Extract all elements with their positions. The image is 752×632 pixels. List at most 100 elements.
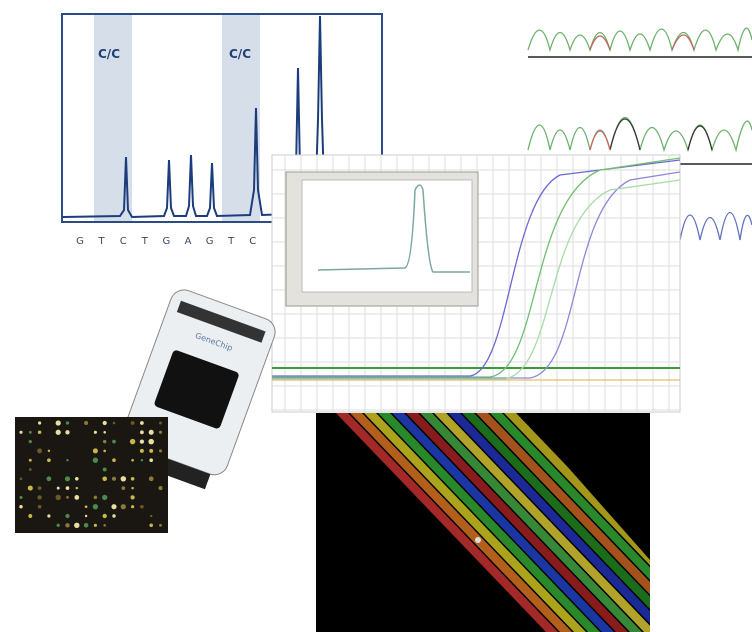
spot xyxy=(65,476,70,481)
spot xyxy=(75,477,79,481)
bright-spot xyxy=(475,537,481,543)
spot xyxy=(113,422,116,425)
spot xyxy=(56,430,61,435)
spot xyxy=(85,505,88,508)
spot xyxy=(93,448,98,453)
spot xyxy=(56,420,61,425)
spot xyxy=(19,505,22,508)
spot xyxy=(29,459,32,462)
spot xyxy=(103,450,106,453)
spot xyxy=(55,495,60,500)
spot xyxy=(149,524,153,528)
genotype-label: C/C xyxy=(98,47,120,61)
spot xyxy=(159,431,162,434)
spot xyxy=(94,524,97,527)
spot xyxy=(85,515,87,517)
spot xyxy=(103,421,107,425)
spot xyxy=(112,477,116,481)
spot xyxy=(103,431,106,434)
base-label: G xyxy=(206,236,214,247)
spot xyxy=(158,486,162,490)
spot xyxy=(84,523,89,528)
spot xyxy=(121,486,125,490)
spot xyxy=(121,476,126,481)
spot xyxy=(38,505,42,509)
spot xyxy=(29,431,32,434)
spot xyxy=(29,468,32,471)
spot xyxy=(66,459,68,461)
spot xyxy=(28,486,33,491)
spot xyxy=(140,430,144,434)
spot xyxy=(131,477,135,481)
collage: C/C C/C GTCTGAGTC GeneChip xyxy=(0,0,752,632)
spot xyxy=(103,524,106,527)
spot xyxy=(93,504,98,509)
spot xyxy=(65,430,69,434)
spot xyxy=(131,505,134,508)
spot xyxy=(112,440,116,444)
spot xyxy=(131,421,135,425)
spot xyxy=(159,449,162,452)
spot xyxy=(149,458,153,462)
spot xyxy=(38,431,42,435)
inset-plot xyxy=(302,180,472,292)
spot xyxy=(103,440,106,443)
spot xyxy=(159,422,162,425)
base-label: G xyxy=(163,236,171,247)
spot xyxy=(131,487,134,490)
amplification-plot xyxy=(272,155,680,412)
spot xyxy=(29,440,32,443)
spot xyxy=(38,486,42,490)
spot xyxy=(149,476,154,481)
spot xyxy=(112,458,116,462)
spot xyxy=(103,468,107,472)
spot xyxy=(74,495,79,500)
spot xyxy=(84,421,88,425)
spot xyxy=(66,496,69,499)
base-label: T xyxy=(227,236,235,247)
base-label: A xyxy=(185,236,192,247)
spot xyxy=(141,459,143,461)
spot xyxy=(19,431,22,434)
spot xyxy=(140,421,144,425)
base-label: T xyxy=(141,236,149,247)
spot xyxy=(19,496,22,499)
spot xyxy=(57,524,60,527)
spot xyxy=(66,421,69,424)
spot xyxy=(131,459,134,462)
spot xyxy=(102,477,107,482)
spot xyxy=(37,448,42,453)
spot xyxy=(47,514,50,517)
spot xyxy=(149,449,153,453)
spot xyxy=(37,495,41,499)
spot xyxy=(94,431,97,434)
spot xyxy=(148,439,154,445)
spot xyxy=(130,439,135,444)
spot xyxy=(47,458,51,462)
spot xyxy=(159,524,162,527)
spot xyxy=(111,504,116,509)
spot xyxy=(112,514,115,517)
spot xyxy=(20,477,23,480)
spot xyxy=(57,487,60,490)
spot xyxy=(130,495,134,499)
base-label: C xyxy=(249,236,256,247)
genotype-label: C/C xyxy=(229,47,251,61)
spot xyxy=(102,495,107,500)
spot xyxy=(140,505,144,509)
spot xyxy=(149,430,154,435)
spot xyxy=(76,487,78,489)
spot xyxy=(94,496,98,500)
microarray xyxy=(15,417,168,533)
spot xyxy=(66,486,70,490)
spot xyxy=(46,476,51,481)
base-label: G xyxy=(76,236,84,247)
spot xyxy=(28,514,32,518)
base-label: C xyxy=(120,236,127,247)
spot xyxy=(93,458,98,463)
spot xyxy=(103,514,107,518)
spot xyxy=(48,450,50,452)
spot xyxy=(140,449,144,453)
spot xyxy=(38,421,41,424)
